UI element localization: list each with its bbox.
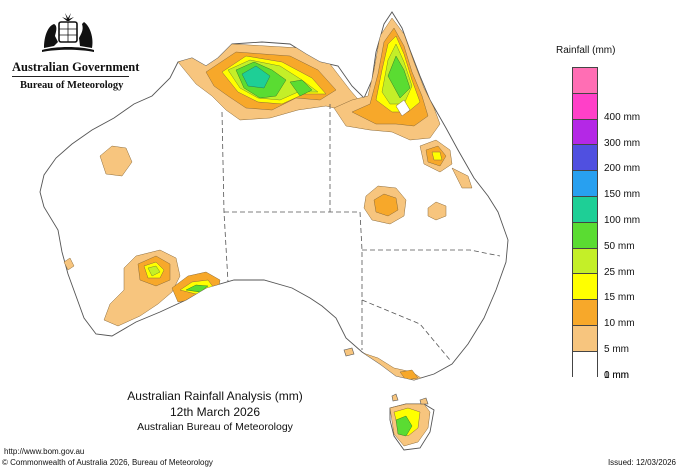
legend-item: 150 mm xyxy=(572,170,672,200)
header-divider xyxy=(12,76,129,77)
legend-label: 0 mm xyxy=(604,369,629,381)
legend-swatch xyxy=(572,170,598,196)
map-date: 12th March 2026 xyxy=(169,405,261,419)
copyright-notice: © Commonwealth of Australia 2026, Bureau… xyxy=(2,458,213,467)
legend-swatch xyxy=(572,195,598,222)
legend-item: 200 mm xyxy=(572,144,672,174)
state-borders xyxy=(221,104,501,361)
legend-swatch xyxy=(572,247,598,274)
legend-swatch xyxy=(572,144,598,171)
map-organisation: Australian Bureau of Meteorology xyxy=(137,421,293,433)
rain-core-tasmania xyxy=(395,415,413,437)
legend-label: 1 mm xyxy=(604,369,629,381)
legend-item xyxy=(572,67,672,93)
map-title-block: Australian Rainfall Analysis (mm) 12th M… xyxy=(120,388,310,434)
legend-swatch xyxy=(572,67,598,93)
legend-item: 25 mm xyxy=(572,247,672,278)
legend-item: 10 mm xyxy=(572,299,672,329)
legend-swatch xyxy=(572,273,598,300)
legend-swatch xyxy=(572,324,598,351)
legend-item: 50 mm xyxy=(572,221,672,252)
legend-swatch xyxy=(572,350,598,377)
legend-swatch xyxy=(572,92,598,119)
legend-label: 100 mm xyxy=(604,214,641,226)
legend-label: 400 mm xyxy=(604,111,641,123)
issued-date: Issued: 12/03/2026 xyxy=(607,458,676,467)
legend-label: 300 mm xyxy=(604,137,641,149)
map-title: Australian Rainfall Analysis (mm) xyxy=(127,389,303,403)
government-name: Australian Government xyxy=(12,60,140,74)
legend-swatch xyxy=(572,118,598,145)
website-link[interactable]: http://www.bom.gov.au xyxy=(4,447,85,456)
legend-swatch xyxy=(572,299,598,325)
legend-swatch xyxy=(572,221,598,248)
agency-name: Bureau of Meteorology xyxy=(20,80,124,91)
legend-label: 50 mm xyxy=(604,240,635,252)
legend-item: 400 mm xyxy=(572,92,672,123)
legend-item: 300 mm xyxy=(572,118,672,149)
legend-item: 1 mm xyxy=(572,350,672,381)
legend-label: 200 mm xyxy=(604,163,641,175)
legend-label: 10 mm xyxy=(604,318,635,330)
rainfall-legend: 400 mm 300 mm 200 mm 150 mm 100 mm 50 mm… xyxy=(572,67,672,381)
legend-label: 15 mm xyxy=(604,292,635,304)
legend-item: 100 mm xyxy=(572,195,672,226)
legend-item: 5 mm xyxy=(572,324,672,355)
coat-of-arms-icon xyxy=(42,13,94,52)
legend-title: Rainfall (mm) xyxy=(556,45,616,56)
legend-label: 150 mm xyxy=(604,189,641,201)
legend-item: 15 mm xyxy=(572,273,672,303)
legend-label: 5 mm xyxy=(604,343,629,355)
legend-label: 25 mm xyxy=(604,266,635,278)
rain-core-cape-york xyxy=(387,55,411,99)
